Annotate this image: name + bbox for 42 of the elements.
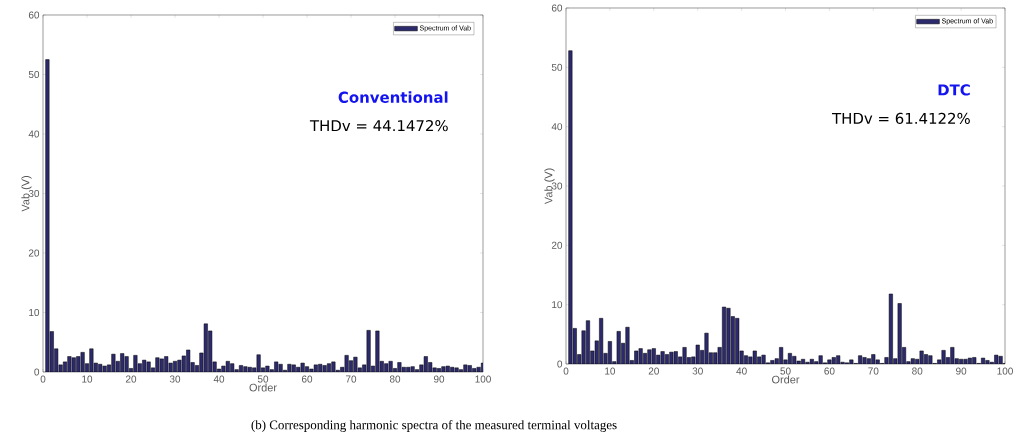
y-tick-label: 50 xyxy=(28,70,40,79)
x-tick-label: 80 xyxy=(389,375,401,383)
x-tick-label: 100 xyxy=(475,375,491,383)
x-tick-label: 100 xyxy=(997,367,1013,375)
y-tick-label: 20 xyxy=(551,241,563,249)
y-tick-label: 10 xyxy=(29,308,40,317)
x-tick-label: 0 xyxy=(40,375,46,383)
x-tick-label: 0 xyxy=(563,367,569,375)
annotation: THDv = 44.1472% xyxy=(309,120,448,132)
x-tick-label: 80 xyxy=(912,367,923,375)
x-tick-label: 90 xyxy=(433,375,445,383)
annotation: Conventional xyxy=(338,91,448,103)
x-tick-label: 40 xyxy=(213,375,225,383)
x-axis-title: Order xyxy=(249,383,277,392)
x-tick-label: 60 xyxy=(824,367,835,375)
annotation: THDv = 61.4122% xyxy=(831,112,970,125)
y-tick-label: 40 xyxy=(28,130,40,138)
y-tick-label: 40 xyxy=(551,123,563,131)
annotation: DTC xyxy=(938,84,970,96)
y-tick-label: 0 xyxy=(557,360,563,368)
x-tick-label: 50 xyxy=(780,367,791,375)
y-tick-label: 60 xyxy=(28,11,40,19)
y-tick-label: 10 xyxy=(552,301,563,309)
x-tick-label: 40 xyxy=(736,367,747,375)
x-tick-label: 70 xyxy=(868,367,879,375)
x-axis-title: Order xyxy=(772,375,800,384)
x-tick-label: 20 xyxy=(648,367,659,375)
y-tick-label: 30 xyxy=(28,189,40,198)
x-tick-label: 30 xyxy=(169,375,181,383)
y-tick-label: 50 xyxy=(551,63,563,71)
x-tick-label: 50 xyxy=(257,375,269,383)
x-tick-label: 20 xyxy=(125,375,137,383)
y-tick-label: 20 xyxy=(28,249,40,257)
x-tick-label: 70 xyxy=(345,375,357,383)
x-tick-label: 10 xyxy=(605,367,616,375)
y-tick-label: 60 xyxy=(551,4,563,12)
y-tick-label: 30 xyxy=(551,182,563,190)
text: (b) Corresponding harmonic spectra of the measured terminal voltages xyxy=(251,420,617,432)
x-tick-label: 30 xyxy=(692,367,703,375)
x-tick-label: 90 xyxy=(956,367,967,375)
x-tick-label: 60 xyxy=(301,375,313,383)
x-tick-label: 10 xyxy=(82,375,93,383)
